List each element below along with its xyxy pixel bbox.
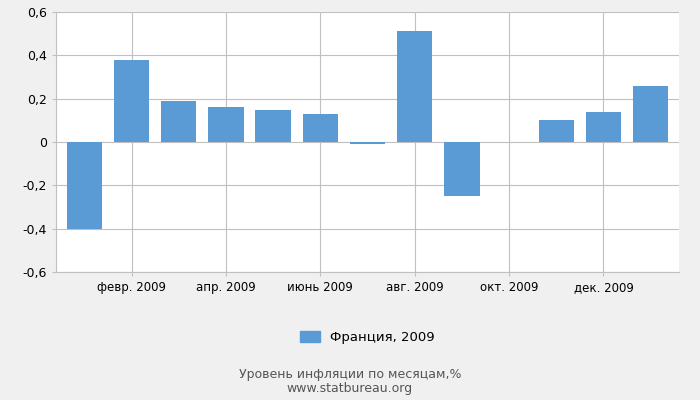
Text: Уровень инфляции по месяцам,%: Уровень инфляции по месяцам,% (239, 368, 461, 381)
Bar (302, 114, 338, 142)
Text: www.statbureau.org: www.statbureau.org (287, 382, 413, 395)
Bar (586, 112, 621, 142)
Bar (633, 86, 668, 142)
Bar (538, 120, 574, 142)
Bar (256, 110, 290, 142)
Bar (444, 142, 480, 196)
Bar (350, 142, 385, 144)
Bar (161, 101, 197, 142)
Bar (66, 142, 102, 229)
Legend: Франция, 2009: Франция, 2009 (295, 325, 440, 349)
Bar (208, 107, 244, 142)
Bar (114, 60, 149, 142)
Bar (397, 32, 433, 142)
